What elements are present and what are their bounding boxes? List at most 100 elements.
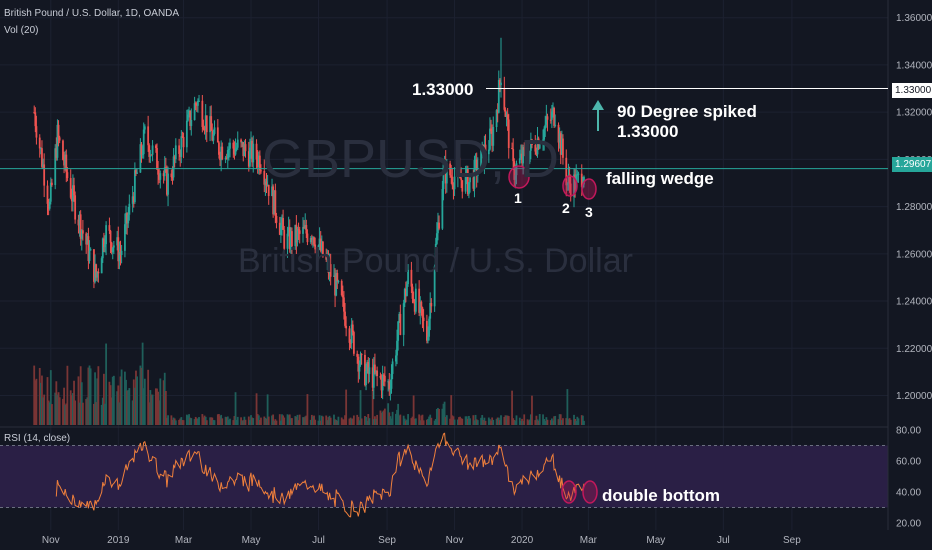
candle-body [367, 361, 370, 375]
candle-body [110, 242, 113, 253]
volume-bar [504, 415, 507, 425]
candle-body [141, 154, 144, 156]
volume-bar [390, 418, 393, 425]
candle-body [181, 136, 184, 138]
candle-body [349, 342, 352, 344]
volume-bar [429, 414, 432, 425]
volume-bar [143, 378, 146, 425]
candle-body [402, 303, 405, 335]
candle-body [57, 124, 60, 138]
candle-body [258, 155, 261, 171]
candle-body [468, 182, 470, 195]
candle-body [318, 238, 321, 246]
volume-bar [47, 400, 50, 425]
candle-body [498, 79, 501, 86]
candle-body [554, 124, 557, 126]
volume-bar [336, 420, 339, 425]
volume-bar [135, 370, 137, 425]
candle-body [72, 185, 74, 202]
volume-bar [110, 397, 113, 425]
volume-bar [365, 416, 367, 425]
candle-body [535, 151, 538, 155]
volume-bar [33, 365, 36, 425]
candle-body [296, 229, 299, 243]
candle-body [397, 321, 400, 341]
volume-bar [403, 418, 406, 425]
volume-bar [318, 415, 321, 425]
candle-body [163, 167, 166, 177]
candle-body [117, 237, 120, 262]
volume-bar [241, 420, 244, 425]
volume-bar [420, 415, 423, 425]
candle-body [198, 100, 200, 102]
volume-bar [256, 414, 259, 425]
volume-bar [167, 415, 169, 425]
candle-body [348, 328, 351, 343]
volume-bar [125, 379, 127, 425]
volume-bar [418, 414, 421, 425]
volume-bar [162, 380, 165, 425]
volume-bar [305, 415, 308, 425]
x-tick-label: Jul [312, 535, 325, 546]
volume-bar [566, 389, 569, 425]
candle-body [78, 214, 81, 226]
volume-bar [267, 416, 270, 425]
volume-bar [456, 419, 459, 425]
volume-bar [234, 392, 237, 425]
volume-bar [133, 387, 136, 425]
volume-bar [226, 416, 229, 425]
candle-body [351, 324, 354, 333]
candle-body [380, 377, 383, 391]
volume-bar [163, 372, 166, 425]
candle-body [156, 148, 158, 170]
volume-bar [359, 390, 362, 425]
volume-bar [379, 410, 382, 425]
volume-bar [518, 417, 521, 425]
candle-body [305, 225, 308, 234]
candle-body [327, 257, 330, 273]
candle-body [86, 236, 89, 245]
candle-body [433, 266, 436, 307]
candle-body [437, 222, 439, 234]
candle-body [227, 148, 230, 151]
candle-body [135, 170, 137, 174]
volume-bar [319, 420, 322, 425]
candle-body [518, 158, 521, 164]
volume-bar [583, 420, 585, 425]
volume-bar [291, 418, 293, 425]
candle-body [58, 137, 61, 141]
volume-bar [85, 399, 88, 425]
candle-body [492, 127, 495, 146]
candle-body [387, 381, 390, 383]
volume-bar [194, 416, 197, 425]
volume-bar [281, 414, 283, 425]
candle-body [444, 160, 447, 184]
candle-body [297, 229, 300, 231]
volume-bar [249, 420, 251, 425]
candle-body [569, 183, 572, 197]
volume-bar [302, 417, 304, 425]
volume-bar [41, 375, 43, 425]
volume-bar [358, 420, 361, 425]
candle-body [278, 222, 281, 235]
volume-bar [128, 388, 131, 425]
volume-bar [244, 419, 247, 425]
volume-bar [189, 417, 192, 425]
volume-bar [574, 418, 577, 425]
volume-bar [170, 415, 173, 425]
volume-bar [95, 402, 98, 425]
volume-bar [72, 393, 74, 425]
candle-body [453, 176, 456, 190]
volume-bar [473, 420, 476, 425]
volume-bar [349, 417, 352, 425]
volume-bar [185, 414, 188, 425]
wedge-marker [508, 165, 530, 189]
candle-body [576, 174, 579, 176]
volume-bar [333, 414, 335, 425]
volume-bar [376, 414, 379, 425]
candle-body [334, 275, 336, 296]
candle-body [81, 230, 84, 234]
watermark-ticker: GBPUSD, D [262, 129, 560, 189]
candle-body [49, 182, 52, 202]
volume-bar [507, 416, 510, 425]
